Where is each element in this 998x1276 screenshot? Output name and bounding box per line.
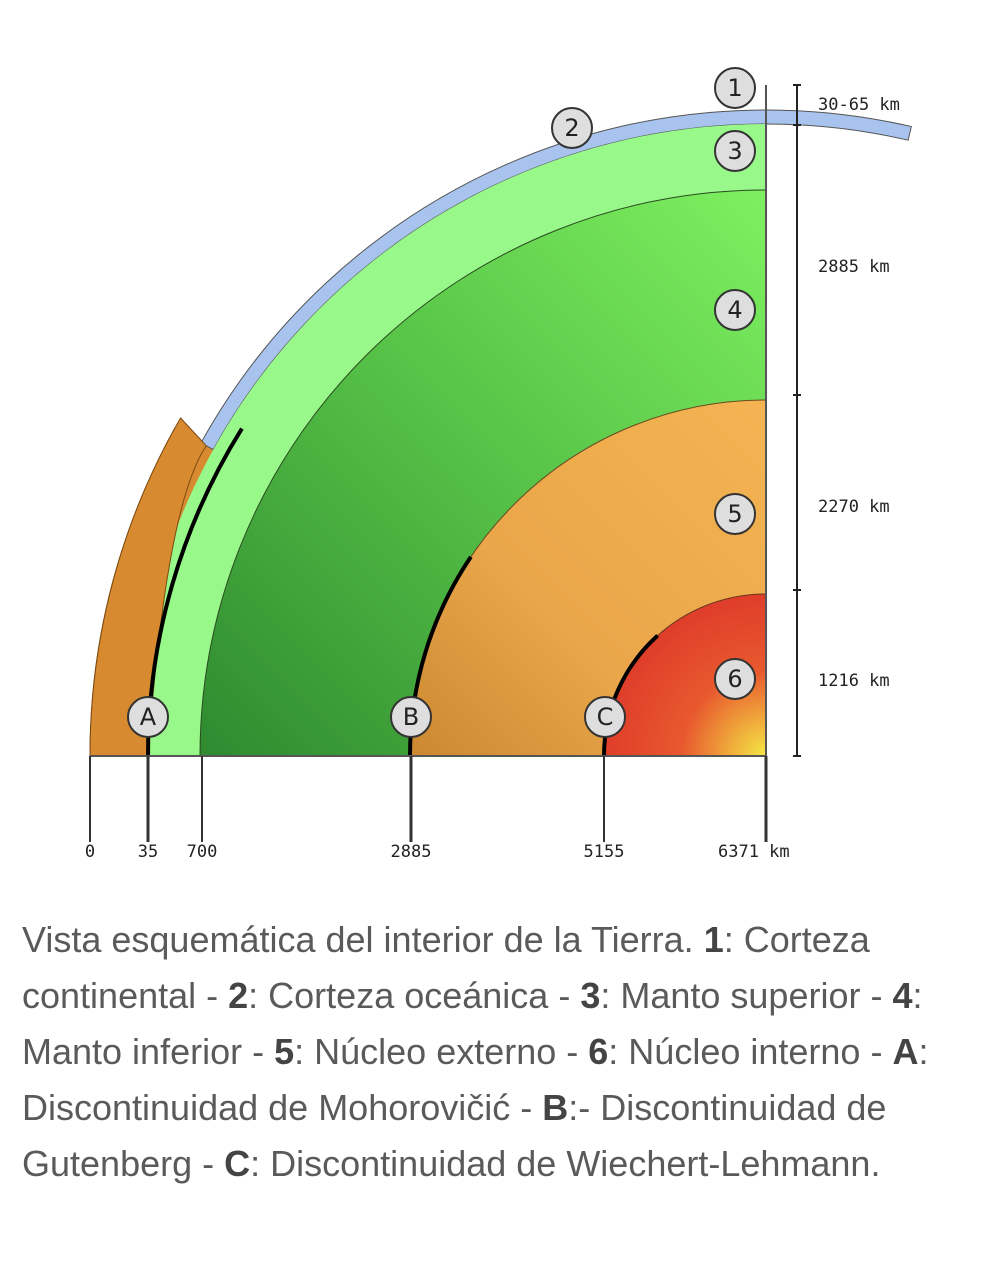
caption-text: : Núcleo interno - (608, 1031, 893, 1072)
marker-circle (714, 658, 756, 700)
marker-label: 4 (727, 296, 742, 324)
thickness-label: 1216 km (818, 671, 890, 691)
discontinuity-marker: C (584, 696, 626, 738)
caption-text: : Núcleo externo - (294, 1031, 589, 1072)
caption-text: 2 (228, 975, 249, 1016)
layer-marker: 1 (714, 67, 756, 109)
cutout (153, 55, 924, 443)
marker-label: 6 (727, 665, 742, 693)
caption-text: A (892, 1031, 919, 1072)
thickness-label: 2885 km (818, 257, 890, 277)
marker-circle (551, 107, 593, 149)
thickness-label: 2270 km (818, 497, 890, 517)
caption-text: B (542, 1087, 569, 1128)
caption-text: : Manto superior - (600, 975, 893, 1016)
layer-marker: 3 (714, 130, 756, 172)
caption-text: :- Discontinuidad de Gutenberg - (22, 1087, 887, 1184)
depth-label: 5155 (584, 842, 625, 862)
caption-text: : Discontinuidad de Mohorovičić - (22, 1031, 929, 1128)
marker-circle (714, 67, 756, 109)
caption-text: : Corteza oceánica - (248, 975, 581, 1016)
layer-marker: 5 (714, 493, 756, 535)
caption: Vista esquemática del interior de la Tie… (22, 912, 952, 1192)
thickness-label: 30-65 km (818, 95, 900, 115)
layer-marker: 4 (714, 289, 756, 331)
caption-text: 5 (274, 1031, 295, 1072)
caption-text: 4 (892, 975, 913, 1016)
depth-label: 0 (85, 842, 95, 862)
marker-label: 2 (564, 114, 579, 142)
depth-label: 35 (138, 842, 158, 862)
caption-text: Vista esquemática del interior de la Tie… (22, 919, 704, 960)
caption-text: : Corteza continental - (22, 919, 870, 1016)
marker-label: 3 (727, 137, 742, 165)
layer-marker: 2 (551, 107, 593, 149)
marker-circle (714, 130, 756, 172)
marker-label: C (597, 703, 614, 731)
caption-text: : Manto inferior - (22, 975, 923, 1072)
marker-circle (714, 289, 756, 331)
caption-text: C (224, 1143, 251, 1184)
layers (89, 55, 924, 757)
marker-circle (714, 493, 756, 535)
discontinuity-marker: A (127, 696, 169, 738)
discontinuity-marker: B (390, 696, 432, 738)
marker-label: B (403, 703, 419, 731)
marker-label: 5 (727, 500, 742, 528)
marker-label: 1 (727, 74, 742, 102)
caption-text: : Discontinuidad de Wiechert-Lehmann. (250, 1143, 881, 1184)
layer-marker: 6 (714, 658, 756, 700)
caption-text: 6 (588, 1031, 609, 1072)
depth-label: 6371 km (718, 842, 790, 862)
depth-label: 700 (187, 842, 218, 862)
lehmann-line (602, 634, 659, 757)
marker-circle (584, 696, 626, 738)
caption-text: 3 (580, 975, 601, 1016)
depth-label: 2885 (391, 842, 432, 862)
marker-label: A (140, 703, 157, 731)
marker-circle (127, 696, 169, 738)
caption-text: 1 (703, 919, 724, 960)
marker-circle (390, 696, 432, 738)
